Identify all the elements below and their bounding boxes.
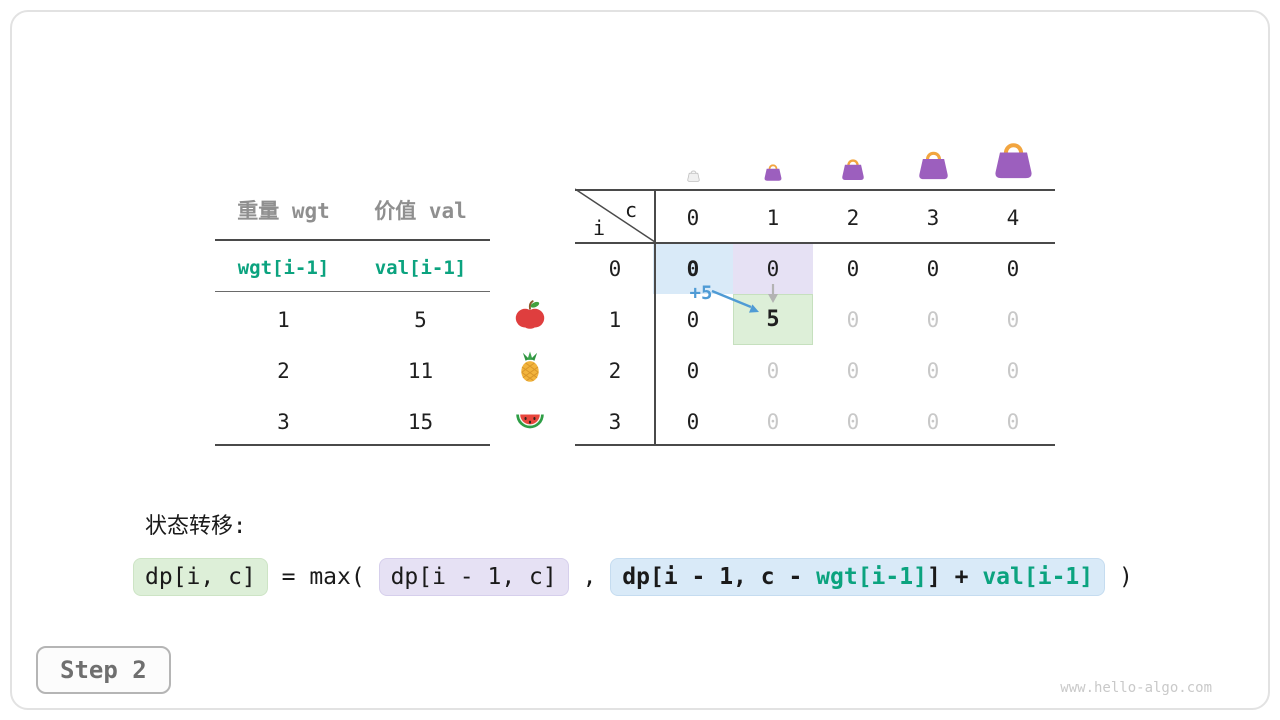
formula-option1-chip: dp[i - 1, c]: [378, 558, 569, 596]
formula-option2-wgt: wgt[i-1]: [816, 564, 927, 590]
bag-icon-capacity-3: [919, 151, 948, 180]
dp-cell-0-1: 0: [766, 257, 780, 281]
bag-icon-capacity-2: [842, 159, 864, 181]
formula-option2-val: val[i-1]: [982, 564, 1094, 590]
dp-cell-3-4: 0: [1006, 410, 1020, 434]
apple-icon: [515, 300, 545, 329]
dp-cell-1-0: 0: [686, 308, 700, 332]
dp-cell-3-2: 0: [846, 410, 860, 434]
dp-col-header-2: 2: [846, 206, 860, 230]
state-transition-formula: dp[i, c] = max( dp[i - 1, c] , dp[i - 1,…: [133, 558, 1133, 596]
formula-option2-chip: dp[i - 1, c - wgt[i-1]] + val[i-1]: [610, 558, 1106, 596]
dp-cell-1-2: 0: [846, 308, 860, 332]
dp-cell-3-3: 0: [926, 410, 940, 434]
dp-cell-0-2: 0: [846, 257, 860, 281]
formula-current-cell-chip: dp[i, c]: [133, 558, 268, 596]
item-table-header-weight: 重量 wgt: [237, 199, 330, 223]
formula-close-paren: ): [1105, 564, 1133, 590]
dp-cell-2-4: 0: [1006, 359, 1020, 383]
pineapple-icon: [521, 351, 539, 382]
bag-icon-capacity-0: [687, 170, 700, 182]
dp-corner-row-label: i: [592, 216, 606, 240]
dp-cell-1-1: 5: [766, 307, 780, 332]
dp-table-top-rule: [575, 189, 1055, 191]
bag-icon-capacity-4: [995, 143, 1032, 179]
formula-option2-part3: ] +: [926, 564, 983, 590]
item-table-header-value: 价值 val: [374, 199, 467, 223]
item-table-mid-rule: [215, 291, 490, 292]
dp-table-vertical-rule: [654, 189, 656, 446]
dp-row-label-3: 3: [608, 410, 622, 434]
item-row-1-value: 5: [414, 308, 427, 332]
dp-cell-2-1: 0: [766, 359, 780, 383]
dp-corner-col-label: c: [624, 198, 638, 222]
dp-table-bottom-rule: [575, 444, 1055, 446]
item-row-3-weight: 3: [277, 410, 290, 434]
item-row-2-weight: 2: [277, 359, 290, 383]
dp-row-label-0: 0: [608, 257, 622, 281]
dp-cell-3-1: 0: [766, 410, 780, 434]
state-transition-label: 状态转移:: [145, 514, 247, 539]
watermark: www.hello-algo.com: [1060, 680, 1212, 696]
dp-cell-1-4: 0: [1006, 308, 1020, 332]
dp-cell-2-3: 0: [926, 359, 940, 383]
item-table-formula-val: val[i-1]: [374, 257, 467, 279]
formula-comma: ,: [568, 564, 611, 590]
formula-equals-max: = max(: [267, 564, 379, 590]
dp-col-header-3: 3: [926, 206, 940, 230]
item-table-header-rule: [215, 239, 490, 241]
dp-cell-3-0: 0: [686, 410, 700, 434]
item-table-formula-wgt: wgt[i-1]: [237, 257, 330, 279]
dp-cell-1-3: 0: [926, 308, 940, 332]
dp-row-label-2: 2: [608, 359, 622, 383]
dp-cell-0-3: 0: [926, 257, 940, 281]
dp-table-header-rule: [575, 242, 1055, 244]
dp-cell-highlight-source-left: [653, 244, 733, 294]
dp-cell-2-2: 0: [846, 359, 860, 383]
dp-row-label-1: 1: [608, 308, 622, 332]
dp-cell-0-0: 0: [686, 257, 700, 281]
watermelon-icon: [516, 414, 544, 429]
dp-col-header-4: 4: [1006, 206, 1020, 230]
dp-col-header-1: 1: [766, 206, 780, 230]
step-badge: Step 2: [36, 646, 171, 694]
dp-cell-2-0: 0: [686, 359, 700, 383]
formula-option2-part1: dp[i - 1, c -: [622, 564, 817, 590]
dp-col-header-0: 0: [686, 206, 700, 230]
dp-cell-0-4: 0: [1006, 257, 1020, 281]
bag-icon-capacity-1: [764, 164, 782, 181]
item-row-2-value: 11: [407, 359, 434, 383]
item-row-1-weight: 1: [277, 308, 290, 332]
item-row-3-value: 15: [407, 410, 434, 434]
plus-value-annotation: +5: [689, 282, 713, 304]
item-table-bottom-rule: [215, 444, 490, 446]
